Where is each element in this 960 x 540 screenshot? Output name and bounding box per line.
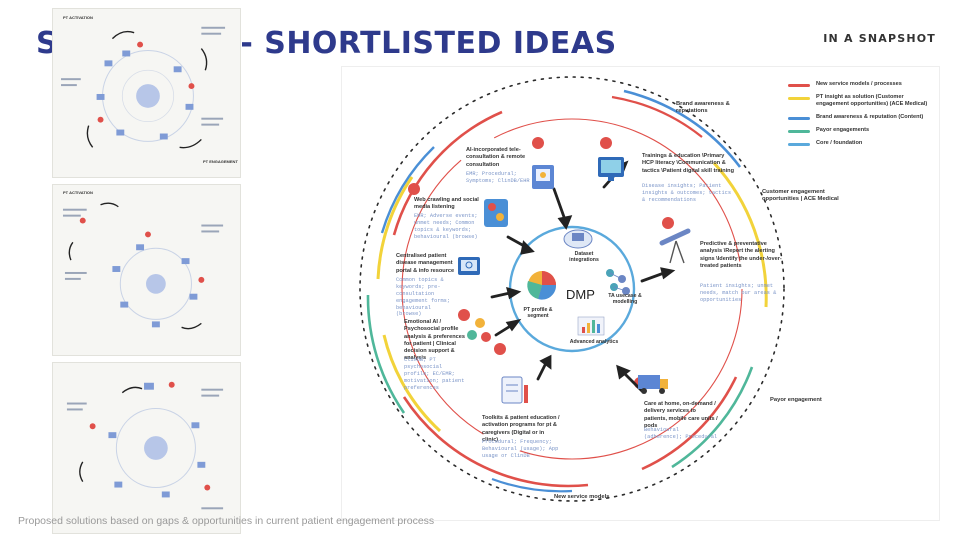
node-centralised-title: Centralised patient disease management p… bbox=[396, 253, 455, 274]
node-emotional-title: Emotional AI / Psychosocial profile anal… bbox=[404, 319, 465, 362]
node-ai-tele-detail: EMR; Procedural; Symptoms; ClinDB/EHR bbox=[466, 171, 530, 184]
legend-label: Payor engagements bbox=[816, 126, 870, 133]
node-web-crawl-title: Web crawling and social media listening bbox=[414, 197, 479, 211]
legend-item: PT insight as solution (Customer engagem… bbox=[788, 94, 938, 108]
thumbnail-2-label-activation: PT ACTIVATION bbox=[63, 190, 93, 195]
snapshot-tag: IN A SNAPSHOT bbox=[823, 32, 936, 45]
node-trainings-title: Trainings & education \Primary HCP liter… bbox=[642, 153, 735, 174]
thumbnail-2-sketch bbox=[62, 202, 224, 330]
cloud-icon bbox=[563, 229, 593, 249]
dmp-label: DMP bbox=[566, 287, 595, 302]
emotion-faces-icon bbox=[467, 318, 491, 342]
idea-markers bbox=[408, 137, 674, 389]
portal-monitor-icon bbox=[458, 257, 480, 275]
ring-label-service: New service models bbox=[554, 494, 610, 500]
thumbnail-1[interactable]: PT ACTIVATION PT ENGAGEMENT bbox=[52, 8, 241, 178]
ring-label-brand: Brand awareness & reputations bbox=[676, 101, 730, 115]
node-web-crawl-detail: EMR; Adverse events; unmet needs; Common… bbox=[414, 213, 478, 240]
analytics-chart-icon bbox=[577, 316, 605, 336]
legend-swatch bbox=[788, 96, 810, 100]
legend: New service models / processes PT insigh… bbox=[788, 81, 938, 153]
legend-item: New service models / processes bbox=[788, 81, 938, 88]
tele-consultation-icon bbox=[532, 165, 554, 189]
node-trainings-detail: Disease insights; Patient insights & out… bbox=[642, 183, 732, 203]
node-toolkits-title: Toolkits & patient education / activatio… bbox=[482, 415, 560, 443]
telescope-icon bbox=[659, 228, 691, 264]
ideas-diagram: New service models / processes PT insigh… bbox=[341, 66, 940, 521]
toolkit-clipboard-icon bbox=[501, 376, 528, 404]
training-monitor-icon bbox=[598, 157, 624, 181]
thumbnail-1-label-engagement: PT ENGAGEMENT bbox=[203, 159, 238, 164]
thumbnail-2[interactable]: PT ACTIVATION bbox=[52, 184, 241, 356]
legend-label: PT insight as solution (Customer engagem… bbox=[816, 93, 928, 107]
thumbnail-1-sketch bbox=[61, 26, 226, 149]
delivery-truck-icon bbox=[638, 375, 668, 394]
legend-swatch bbox=[788, 116, 810, 120]
hub-analytics-label: Advanced analytics bbox=[569, 339, 619, 345]
thumbnail-1-label-activation: PT ACTIVATION bbox=[63, 15, 93, 20]
legend-item: Payor engagements bbox=[788, 127, 938, 134]
legend-item: Core / foundation bbox=[788, 140, 938, 147]
legend-label: Core / foundation bbox=[816, 139, 863, 146]
hub-pt-profile-label: PT profile & segment bbox=[523, 307, 553, 320]
thumbnail-3-sketch bbox=[66, 381, 224, 510]
ring-label-customer: Customer engagement opportunities | ACE … bbox=[762, 189, 839, 203]
social-listening-icon bbox=[484, 199, 508, 227]
legend-swatch bbox=[788, 129, 810, 133]
pt-profile-pie-icon bbox=[527, 271, 557, 300]
footer-note: Proposed solutions based on gaps & oppor… bbox=[18, 515, 435, 527]
legend-swatch bbox=[788, 142, 810, 146]
node-emotional-detail: ClinDB; PT psychosocial profile; EC/EMR;… bbox=[404, 357, 465, 391]
diagram-rings bbox=[359, 76, 785, 502]
node-predictive-title: Predictive & preventative analysis \Repo… bbox=[700, 241, 782, 269]
ring-label-payor: Payor engagement bbox=[770, 397, 822, 403]
node-toolkits-detail: Procedural; Frequency; Behavioural (usag… bbox=[482, 439, 559, 459]
node-care-home-title: Care at home, on-demand / delivery servi… bbox=[644, 401, 718, 429]
legend-label: Brand awareness & reputation (Content) bbox=[816, 113, 924, 120]
node-ai-tele-title: AI-incorporated tele-consultation & remo… bbox=[466, 147, 526, 168]
node-predictive-detail: Patient insights; unmet needs, match our… bbox=[700, 283, 777, 303]
legend-label: New service models / processes bbox=[816, 81, 902, 87]
node-centralised-detail: Common topics & keywords; pre-consultati… bbox=[396, 277, 451, 318]
network-icon bbox=[606, 269, 630, 295]
node-care-home-detail: Behavioural (adherence); Procedural bbox=[644, 427, 718, 440]
legend-item: Brand awareness & reputation (Content) bbox=[788, 114, 938, 121]
hub-ta-label: TA usecase & modelling bbox=[608, 293, 642, 306]
legend-swatch bbox=[788, 84, 810, 87]
hub-dataset-label: Dataset integrations bbox=[569, 251, 599, 264]
thumbnail-3[interactable] bbox=[52, 362, 241, 534]
